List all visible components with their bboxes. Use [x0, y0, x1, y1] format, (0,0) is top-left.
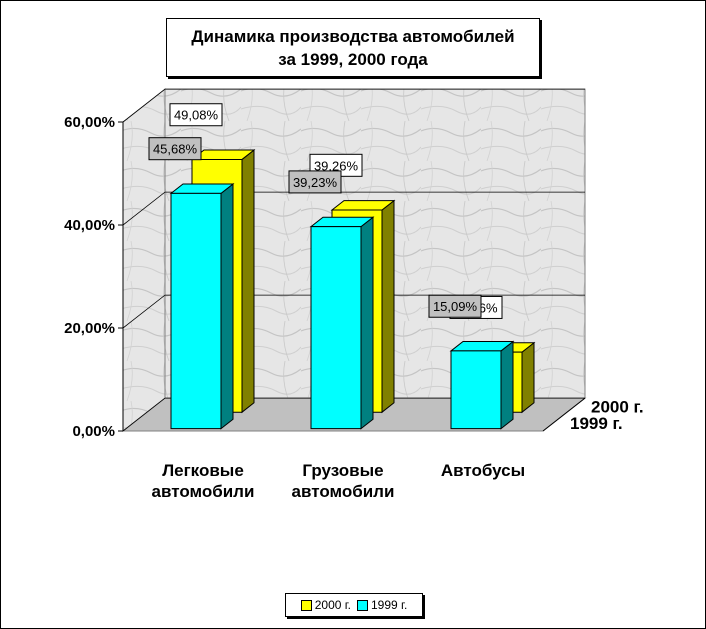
chart-title-line-2: за 1999, 2000 года	[278, 49, 428, 69]
bar-1-1-side	[381, 199, 395, 414]
data-label-0-2: 15,09%	[428, 294, 482, 318]
y-tick-label: 40,00%	[64, 217, 115, 234]
series-axis-label: 1999 г.	[570, 414, 623, 433]
category-label: Автобусы	[441, 461, 525, 480]
bar-0-0-front	[170, 192, 222, 430]
bar-0-2-front	[450, 350, 502, 430]
gridline	[122, 397, 585, 432]
gridline	[122, 88, 585, 123]
y-tick-label: 0,00%	[72, 423, 115, 440]
data-label-0-1-box	[288, 170, 342, 194]
series-axis-label: 2000 г.	[591, 398, 644, 417]
legend-item-1999: 1999 г.	[357, 598, 407, 612]
chart-title: Динамика производства автомобилей за 199…	[166, 18, 540, 77]
data-label-1-0-text: 49,08%	[174, 108, 219, 123]
legend-item-2000: 2000 г.	[300, 598, 351, 612]
data-label-0-0-box	[148, 137, 202, 161]
data-label-1-0: 49,08%	[169, 103, 223, 127]
legend-swatch-2000	[300, 599, 312, 611]
bar-0-1-front	[310, 226, 362, 430]
category-label-line: Автобусы	[441, 461, 525, 480]
data-label-0-0: 45,68%	[148, 137, 202, 161]
data-label-0-0-text: 45,68%	[153, 142, 198, 157]
y-tick-label: 60,00%	[64, 114, 115, 131]
category-label-line: автомобили	[292, 482, 395, 501]
chart-legend: 2000 г. 1999 г.	[285, 593, 423, 617]
data-label-1-0-box	[169, 103, 223, 127]
y-tick-label: 20,00%	[64, 320, 115, 337]
gridline	[122, 191, 585, 226]
bar-0-2	[449, 340, 515, 430]
legend-swatch-1999	[357, 599, 368, 611]
depth-axis-line	[542, 397, 586, 432]
data-label-0-1: 39,23%	[288, 170, 342, 194]
category-label: Легковые автомобили	[152, 461, 255, 501]
category-label-line: Легковые	[162, 461, 244, 480]
bar-0-1-side	[360, 216, 374, 430]
bar-0-2-side	[500, 340, 514, 430]
bar-0-0-side	[220, 182, 234, 430]
data-label-0-2-text: 15,09%	[433, 299, 478, 314]
data-label-0-1-text: 39,23%	[293, 175, 338, 190]
bar-0-1	[309, 216, 375, 430]
category-label-line: Грузовые	[302, 461, 383, 480]
chart-title-line-1: Динамика производства автомобилей	[191, 26, 515, 46]
data-label-1-1-text: 39,26%	[314, 158, 359, 173]
bar-1-2-side	[521, 341, 535, 414]
bar-0-0	[169, 182, 235, 430]
data-label-0-2-box	[428, 294, 482, 318]
category-label: Грузовые автомобили	[292, 461, 395, 501]
bar-1-0-side	[241, 149, 255, 414]
legend-label-1999: 1999 г.	[371, 598, 408, 612]
category-label-line: автомобили	[152, 482, 255, 501]
legend-label-2000: 2000 г.	[314, 598, 351, 612]
